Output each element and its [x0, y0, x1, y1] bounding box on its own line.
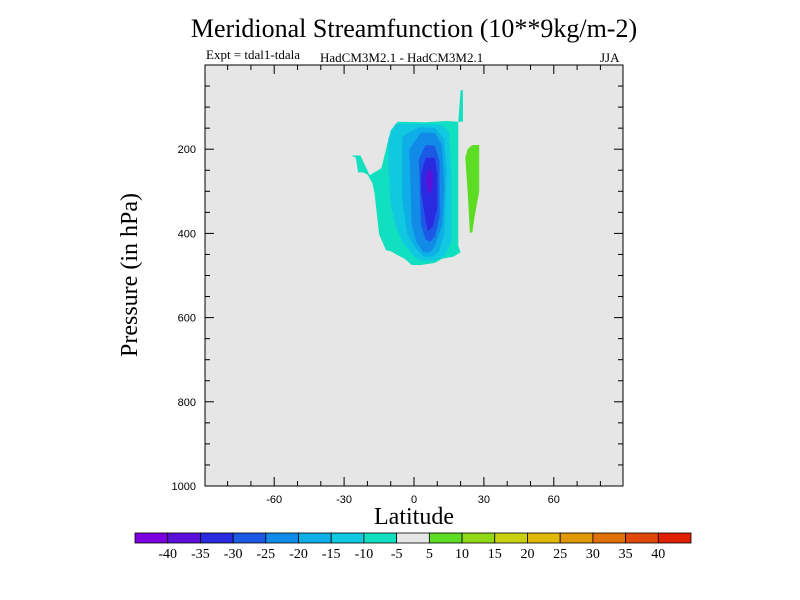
colorbar-swatch — [265, 532, 299, 544]
colorbar-label: 5 — [426, 547, 433, 562]
colorbar-swatch — [134, 532, 169, 544]
x-tick-label: -30 — [336, 494, 352, 506]
colorbar-swatch — [298, 532, 332, 544]
colorbar-swatch — [330, 532, 365, 544]
chart-subtitle-experiment: Expt = tdal1-tdala — [206, 47, 300, 62]
colorbar-label: -30 — [224, 547, 243, 562]
contour-region-6 — [421, 157, 438, 232]
colorbar-label: -10 — [355, 547, 374, 562]
y-tick-label: 200 — [178, 144, 196, 156]
colorbar-swatch — [461, 532, 496, 544]
colorbar-swatch — [559, 532, 594, 544]
colorbar-swatch — [167, 532, 201, 544]
colorbar-swatch — [494, 532, 528, 544]
colorbar-swatch — [625, 532, 659, 544]
colorbar-swatch — [428, 532, 463, 544]
x-tick-label: 0 — [411, 494, 417, 506]
colorbar-swatch — [527, 532, 561, 544]
chart-subtitle-season: JJA — [600, 50, 620, 65]
colorbar-label: 35 — [619, 547, 633, 562]
x-tick-label: 60 — [548, 494, 560, 506]
contour-region-1 — [458, 90, 463, 122]
colorbar-label: 15 — [488, 547, 502, 562]
colorbar-label: 30 — [586, 547, 600, 562]
colorbar: -40 -35 -30 -25 -20 -15 -10 -5 5 10 15 20 25 30 35 40 — [134, 532, 692, 562]
colorbar-swatch — [232, 532, 267, 544]
x-tick-label: 30 — [478, 494, 490, 506]
y-tick-label: 800 — [178, 397, 196, 409]
colorbar-swatch — [200, 532, 234, 544]
colorbar-swatch — [592, 532, 626, 544]
y-tick-label: 600 — [178, 313, 196, 325]
chart-title: Meridional Streamfunction (10**9kg/m-2) — [190, 14, 638, 43]
y-tick-label: 400 — [178, 228, 196, 240]
colorbar-label: 25 — [553, 547, 567, 562]
colorbar-label: -40 — [158, 547, 177, 562]
contour-regions — [351, 90, 480, 265]
colorbar-swatch — [396, 532, 430, 544]
colorbar-label: -15 — [322, 547, 341, 562]
contour-region-7 — [425, 170, 433, 194]
x-tick-label: -60 — [266, 494, 282, 506]
contour-region-8 — [465, 145, 480, 233]
y-tick-label: 1000 — [172, 481, 196, 493]
colorbar-label: 40 — [651, 547, 665, 562]
x-axis-label: Latitude — [374, 504, 454, 530]
colorbar-label: -25 — [256, 547, 275, 562]
chart-subtitle-models: HadCM3M2.1 - HadCM3M2.1 — [320, 50, 484, 65]
colorbar-swatch — [363, 532, 398, 544]
y-axis-label: Pressure (in hPa) — [117, 193, 143, 357]
colorbar-label: -20 — [289, 547, 308, 562]
colorbar-label: -5 — [391, 547, 403, 562]
colorbar-swatch — [657, 532, 692, 544]
colorbar-label: 20 — [520, 547, 534, 562]
colorbar-label: 10 — [455, 547, 469, 562]
axes: -60 -30 0 30 60 200 400 600 800 1000 — [172, 64, 624, 506]
colorbar-label: -35 — [191, 547, 210, 562]
